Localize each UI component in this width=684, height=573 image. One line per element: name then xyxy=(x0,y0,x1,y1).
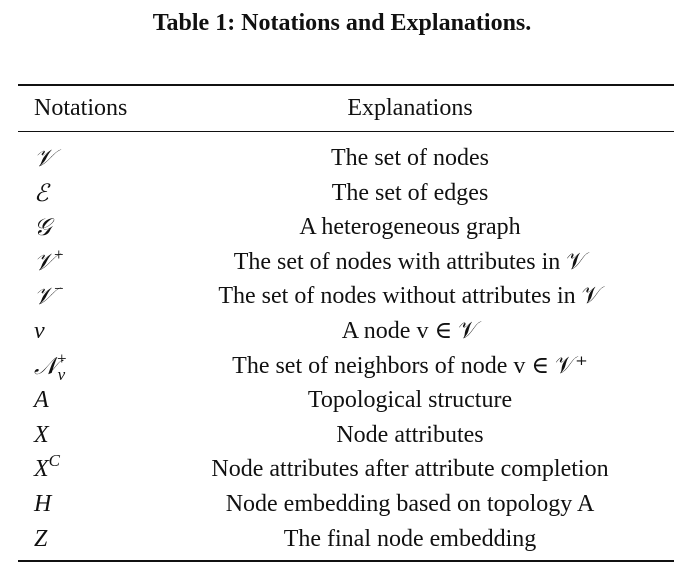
notation-cell: ℰ xyxy=(34,176,49,211)
explanation-cell: A node v ∈ 𝒱 xyxy=(341,317,479,344)
notation-symbol: v xyxy=(34,317,45,344)
notation-subscript: v xyxy=(57,364,66,384)
notation-cell: X xyxy=(34,418,49,452)
table-row: 𝒱 The set of nodes xyxy=(0,141,684,176)
notation-symbol: A xyxy=(34,387,49,414)
column-header-explanations: Explanations xyxy=(347,95,473,121)
notation-symbol: 𝒱 xyxy=(34,247,54,276)
notation-symbol: X xyxy=(34,421,49,448)
notation-superscript: C xyxy=(48,451,61,471)
table-row: X Node attributes xyxy=(0,418,684,453)
table-bottom-rule xyxy=(18,560,674,562)
notation-cell: v xyxy=(34,314,45,348)
explanation-cell: A heterogeneous graph xyxy=(299,214,521,241)
table-row: Z The final node embedding xyxy=(0,522,684,557)
table-row: 𝒱+ The set of nodes with attributes in 𝒱 xyxy=(0,245,684,280)
explanation-cell: The set of nodes without attributes in 𝒱 xyxy=(218,283,602,310)
notation-cell: 𝒱 xyxy=(34,141,54,176)
notation-cell: 𝒱− xyxy=(34,279,64,314)
notation-cell: XC xyxy=(34,452,60,486)
notation-symbol: ℰ xyxy=(34,178,49,207)
explanation-cell: The final node embedding xyxy=(283,525,537,552)
notation-symbol: 𝒩 xyxy=(34,351,57,380)
table-row: H Node embedding based on topology A xyxy=(0,487,684,522)
notation-cell: 𝒩+v xyxy=(34,348,67,384)
notation-superscript: − xyxy=(54,279,64,299)
table-header-rule xyxy=(18,131,674,132)
table-body: 𝒱 The set of nodes ℰ The set of edges 𝒢 … xyxy=(0,141,684,556)
column-header-notations: Notations xyxy=(34,95,128,121)
explanation-cell: Topological structure xyxy=(307,387,513,414)
explanation-cell: The set of edges xyxy=(331,179,489,206)
notation-cell: 𝒢 xyxy=(34,210,51,245)
table-row: A Topological structure xyxy=(0,383,684,418)
explanation-cell: The set of neighbors of node v ∈ 𝒱⁺ xyxy=(232,352,588,379)
notation-symbol: H xyxy=(34,490,52,517)
explanation-cell: The set of nodes with attributes in 𝒱 xyxy=(233,248,587,275)
notation-symbol: 𝒢 xyxy=(34,213,52,242)
table-row: ℰ The set of edges xyxy=(0,176,684,211)
notation-symbol: X xyxy=(34,456,49,483)
notation-symbol: 𝒱 xyxy=(34,144,54,172)
table-row: v A node v ∈ 𝒱 xyxy=(0,314,684,349)
table-top-rule xyxy=(18,84,674,86)
notation-symbol: Z xyxy=(34,525,48,552)
notation-cell: H xyxy=(34,487,51,521)
explanation-cell: Node attributes xyxy=(336,421,484,448)
notation-superscript: + xyxy=(57,348,67,368)
table-row: 𝒱− The set of nodes without attributes i… xyxy=(0,279,684,314)
notation-cell: 𝒱+ xyxy=(34,245,64,280)
explanation-cell: The set of nodes xyxy=(331,145,489,171)
explanation-cell: Node attributes after attribute completi… xyxy=(211,456,609,483)
notation-cell: Z xyxy=(34,522,47,556)
notation-symbol: 𝒱 xyxy=(34,282,54,311)
table-row: XC Node attributes after attribute compl… xyxy=(0,452,684,487)
table-row: 𝒢 A heterogeneous graph xyxy=(0,210,684,245)
notation-cell: A xyxy=(34,383,49,417)
notation-superscript: + xyxy=(54,244,64,264)
explanation-cell: Node embedding based on topology A xyxy=(225,490,595,517)
table-row: 𝒩+v The set of neighbors of node v ∈ 𝒱⁺ xyxy=(0,349,684,384)
table-caption: Table 1: Notations and Explanations. xyxy=(152,10,532,36)
